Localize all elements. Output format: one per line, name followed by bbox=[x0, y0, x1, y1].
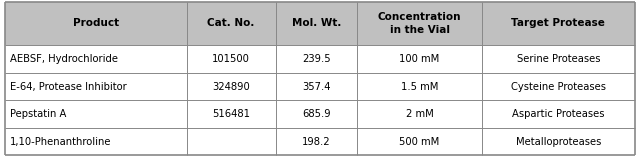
Bar bbox=[357, 2, 482, 45]
Bar bbox=[5, 45, 187, 73]
Text: 685.9: 685.9 bbox=[302, 109, 331, 119]
Bar bbox=[276, 73, 357, 100]
Text: 239.5: 239.5 bbox=[302, 54, 331, 64]
Text: 500 mM: 500 mM bbox=[399, 137, 440, 147]
Bar bbox=[5, 128, 187, 155]
Text: Serine Proteases: Serine Proteases bbox=[516, 54, 600, 64]
Text: Metalloproteases: Metalloproteases bbox=[516, 137, 601, 147]
Bar bbox=[482, 2, 635, 45]
Text: Pepstatin A: Pepstatin A bbox=[10, 109, 67, 119]
Bar bbox=[276, 45, 357, 73]
Bar bbox=[276, 2, 357, 45]
Bar bbox=[357, 100, 482, 128]
Bar bbox=[187, 73, 276, 100]
Text: 101500: 101500 bbox=[212, 54, 250, 64]
Bar bbox=[357, 45, 482, 73]
Text: 516481: 516481 bbox=[212, 109, 250, 119]
Bar bbox=[5, 2, 187, 45]
Text: AEBSF, Hydrochloride: AEBSF, Hydrochloride bbox=[10, 54, 118, 64]
Text: Aspartic Proteases: Aspartic Proteases bbox=[512, 109, 605, 119]
Text: 100 mM: 100 mM bbox=[399, 54, 440, 64]
Text: 324890: 324890 bbox=[212, 82, 250, 92]
Bar bbox=[187, 128, 276, 155]
Bar bbox=[187, 100, 276, 128]
Bar bbox=[482, 73, 635, 100]
Text: 357.4: 357.4 bbox=[302, 82, 331, 92]
Bar bbox=[5, 73, 187, 100]
Text: 198.2: 198.2 bbox=[302, 137, 331, 147]
Bar bbox=[187, 2, 276, 45]
Bar bbox=[187, 45, 276, 73]
Bar bbox=[5, 100, 187, 128]
Text: Mol. Wt.: Mol. Wt. bbox=[292, 19, 341, 28]
Bar bbox=[357, 128, 482, 155]
Text: E-64, Protease Inhibitor: E-64, Protease Inhibitor bbox=[10, 82, 127, 92]
Text: Product: Product bbox=[73, 19, 119, 28]
Text: 1.5 mM: 1.5 mM bbox=[401, 82, 438, 92]
Text: Cysteine Proteases: Cysteine Proteases bbox=[511, 82, 606, 92]
Bar bbox=[482, 45, 635, 73]
Text: Cat. No.: Cat. No. bbox=[207, 19, 255, 28]
Bar bbox=[482, 128, 635, 155]
Bar bbox=[276, 128, 357, 155]
Bar bbox=[276, 100, 357, 128]
Text: Target Protease: Target Protease bbox=[511, 19, 605, 28]
Bar bbox=[482, 100, 635, 128]
Text: 2 mM: 2 mM bbox=[406, 109, 433, 119]
Bar bbox=[357, 73, 482, 100]
Text: 1,10-Phenanthroline: 1,10-Phenanthroline bbox=[10, 137, 112, 147]
Text: Concentration
in the Vial: Concentration in the Vial bbox=[378, 12, 461, 35]
